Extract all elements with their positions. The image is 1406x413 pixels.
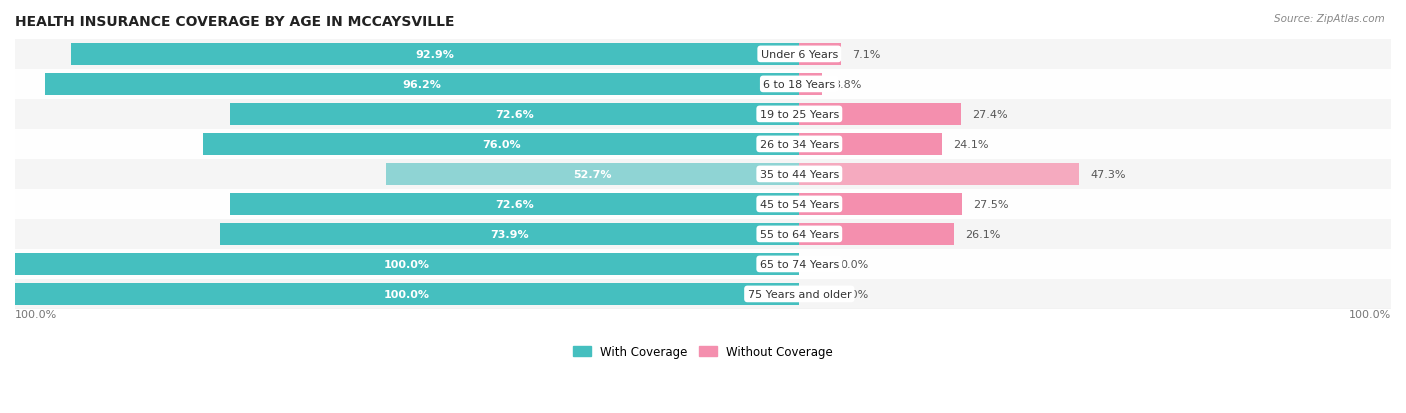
Bar <box>800 223 953 245</box>
Text: 100.0%: 100.0% <box>384 289 430 299</box>
Text: HEALTH INSURANCE COVERAGE BY AGE IN MCCAYSVILLE: HEALTH INSURANCE COVERAGE BY AGE IN MCCA… <box>15 15 454 29</box>
Bar <box>15 159 1391 190</box>
Text: 65 to 74 Years: 65 to 74 Years <box>759 259 839 269</box>
Text: 26 to 34 Years: 26 to 34 Years <box>759 140 839 150</box>
Bar <box>15 40 1391 70</box>
Text: 100.0%: 100.0% <box>384 259 430 269</box>
Bar <box>15 219 1391 249</box>
Text: 75 Years and older: 75 Years and older <box>748 289 851 299</box>
Text: 26.1%: 26.1% <box>965 229 1000 240</box>
Bar <box>15 283 800 305</box>
Bar <box>800 194 962 215</box>
Text: 7.1%: 7.1% <box>852 50 880 60</box>
Bar <box>219 223 800 245</box>
Text: 72.6%: 72.6% <box>495 199 534 209</box>
Bar <box>15 190 1391 219</box>
Text: 0.0%: 0.0% <box>839 259 868 269</box>
Bar <box>15 249 1391 279</box>
Text: 3.8%: 3.8% <box>832 80 862 90</box>
Text: 19 to 25 Years: 19 to 25 Years <box>759 109 839 120</box>
Text: 47.3%: 47.3% <box>1090 169 1126 180</box>
Bar <box>800 104 962 126</box>
Text: 27.5%: 27.5% <box>973 199 1008 209</box>
Bar <box>15 130 1391 159</box>
Text: 45 to 54 Years: 45 to 54 Years <box>759 199 839 209</box>
Bar <box>15 279 1391 309</box>
Text: 100.0%: 100.0% <box>15 310 58 320</box>
Legend: With Coverage, Without Coverage: With Coverage, Without Coverage <box>568 340 838 363</box>
Bar <box>387 164 800 185</box>
Text: 76.0%: 76.0% <box>482 140 520 150</box>
Text: Under 6 Years: Under 6 Years <box>761 50 838 60</box>
Bar <box>204 134 800 155</box>
Bar <box>800 74 821 95</box>
Bar <box>45 74 800 95</box>
Text: 6 to 18 Years: 6 to 18 Years <box>763 80 835 90</box>
Text: 27.4%: 27.4% <box>973 109 1008 120</box>
Text: 72.6%: 72.6% <box>495 109 534 120</box>
Text: 96.2%: 96.2% <box>402 80 441 90</box>
Bar <box>800 134 942 155</box>
Bar <box>15 100 1391 130</box>
Bar <box>15 254 800 275</box>
Bar <box>231 194 800 215</box>
Text: 73.9%: 73.9% <box>491 229 529 240</box>
Text: 100.0%: 100.0% <box>1348 310 1391 320</box>
Text: 92.9%: 92.9% <box>416 50 454 60</box>
Bar <box>70 44 800 66</box>
Text: 52.7%: 52.7% <box>574 169 612 180</box>
Text: 35 to 44 Years: 35 to 44 Years <box>759 169 839 180</box>
Text: 0.0%: 0.0% <box>839 289 868 299</box>
Bar <box>231 104 800 126</box>
Bar <box>800 44 841 66</box>
Text: 55 to 64 Years: 55 to 64 Years <box>759 229 839 240</box>
Bar <box>15 70 1391 100</box>
Bar <box>800 164 1080 185</box>
Text: 24.1%: 24.1% <box>953 140 988 150</box>
Text: Source: ZipAtlas.com: Source: ZipAtlas.com <box>1274 14 1385 24</box>
